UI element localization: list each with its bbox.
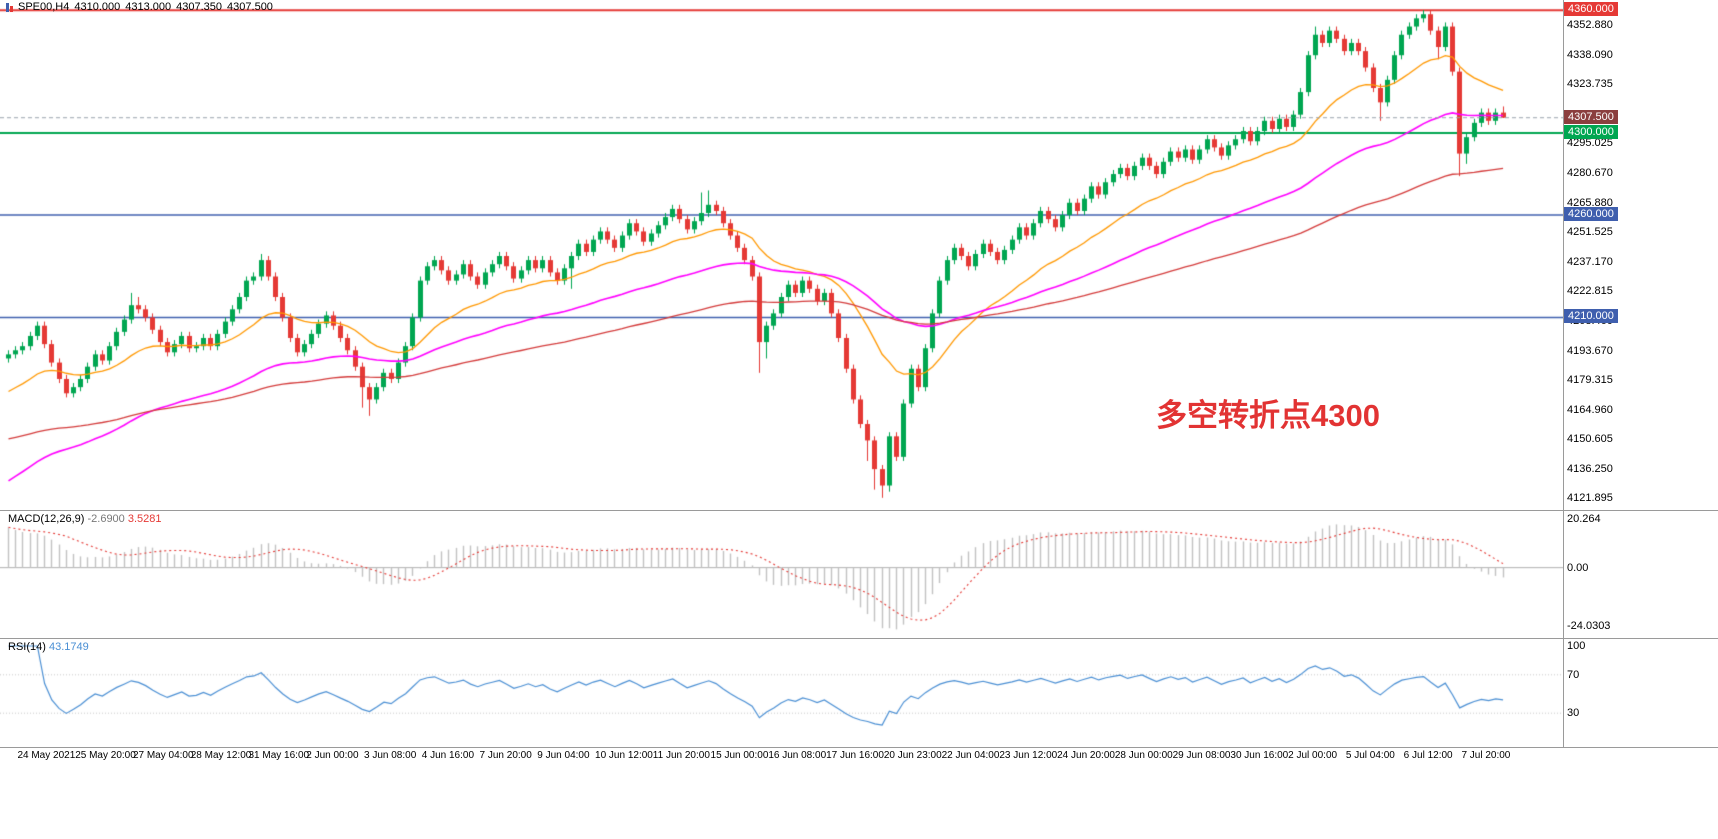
price-axis-label: 4150.605 [1567,433,1613,446]
macd-pane-canvas[interactable] [0,510,1563,638]
quote-open: 4310.000 [74,1,121,13]
rsi-value: 43.1749 [48,641,89,653]
price-axis-separator [1563,0,1564,747]
time-axis-label: 4 Jun 16:00 [421,750,475,761]
price-axis-label: 4352.880 [1567,18,1613,31]
quote-close: 4307.500 [227,1,273,13]
time-axis-label: 24 May 2021 [17,750,76,761]
price-axis-label: 4193.670 [1567,344,1613,357]
time-axis-label: 28 May 12:00 [190,750,252,761]
rsi-axis-label: 70 [1567,668,1580,681]
time-axis[interactable]: 24 May 2021 25 May 20:00 27 May 04:00 28 Ma… [0,747,1563,767]
time-axis-label: 7 Jun 20:00 [479,750,532,761]
support-line-tag: 4260.000 [1564,207,1618,222]
time-axis-label: 17 Jun 16:00 [826,750,884,761]
price-axis-label: 4251.525 [1567,226,1613,239]
time-axis-label: 24 Jun 20:00 [1057,750,1115,761]
time-axis-label: 3 Jun 08:00 [364,750,417,761]
price-axis-label: 4280.670 [1567,166,1613,179]
time-axis-label: 5 Jul 04:00 [1345,750,1395,761]
time-axis-label: 22 Jun 04:00 [941,750,1000,761]
time-axis-label: 28 Jun 00:00 [1114,750,1173,761]
rsi-pane-canvas[interactable] [0,638,1563,747]
time-axis-label: 6 Jul 12:00 [1403,750,1453,761]
time-axis-label: 16 Jun 08:00 [768,750,827,761]
symbol-icon [6,2,13,12]
price-axis-label: 4164.960 [1567,403,1613,416]
main-chart-canvas[interactable] [0,0,1563,510]
macd-axis-label: 20.264 [1567,512,1601,525]
price-axis-label: 4237.170 [1567,255,1613,268]
rsi-pane-separator[interactable] [0,638,1718,639]
price-axis-label: 4295.025 [1567,137,1613,150]
time-axis-label: 30 Jun 16:00 [1230,750,1289,761]
time-axis-label: 15 Jun 00:00 [710,750,769,761]
price-axis-label: 4338.090 [1567,49,1613,62]
time-axis-separator [0,747,1718,748]
pivot-line-tag: 4300.000 [1564,125,1618,140]
time-axis-label: 25 May 20:00 [75,750,136,761]
support-line-tag: 4210.000 [1564,309,1618,324]
price-axis-label: 4265.880 [1567,196,1613,209]
time-axis-label: 29 Jun 08:00 [1172,750,1231,761]
time-axis-label: 20 Jun 23:00 [883,750,942,761]
rsi-axis-label: 100 [1567,640,1586,652]
rsi-axis-label: 30 [1567,707,1580,720]
quote-low: 4307.350 [176,1,223,13]
time-axis-label: 31 May 16:00 [248,750,310,761]
macd-main-value: -2.6900 [87,513,125,525]
price-axis-label: 4121.895 [1567,492,1613,505]
price-axis-label: 4323.735 [1567,78,1613,91]
price-axis-label: 4222.815 [1567,285,1613,298]
time-axis-label: 11 Jun 20:00 [652,750,710,761]
symbol-timeframe: SPE00,H4 [18,1,70,13]
macd-pane-separator[interactable] [0,510,1718,511]
price-axis[interactable]: 4352.880 4338.090 4323.735 4295.025 4280.670… [1563,0,1718,765]
macd-axis-label: -24.0303 [1567,619,1611,632]
time-axis-label: 2 Jul 00:00 [1288,750,1338,761]
macd-name: MACD(12,26,9) [8,513,85,525]
time-axis-label: 7 Jul 20:00 [1461,750,1511,761]
time-axis-label: 27 May 04:00 [132,750,194,761]
time-axis-label: 23 Jun 12:00 [999,750,1058,761]
quote-high: 4313.000 [125,1,172,13]
resistance-line-tag: 4360.000 [1564,2,1618,17]
quote-line: SPE00,H4 4310.000 4313.000 4307.350 4307… [6,1,273,13]
rsi-indicator-label: RSI(14) 43.1749 [8,641,89,653]
price-axis-label: 4136.250 [1567,462,1613,475]
time-axis-label: 2 Jun 00:00 [306,750,359,761]
macd-axis-label: 0.00 [1567,561,1589,574]
rsi-name: RSI(14) [8,641,46,653]
time-axis-label: 10 Jun 12:00 [595,750,653,761]
time-axis-label: 9 Jun 04:00 [537,750,590,761]
macd-indicator-label: MACD(12,26,9) -2.6900 3.5281 [8,513,162,525]
current-price-tag: 4307.500 [1564,109,1618,124]
annotation-text[interactable]: 多空转折点4300 [1156,398,1380,433]
macd-signal-value: 3.5281 [127,513,162,525]
price-axis-label: 4179.315 [1567,374,1613,387]
